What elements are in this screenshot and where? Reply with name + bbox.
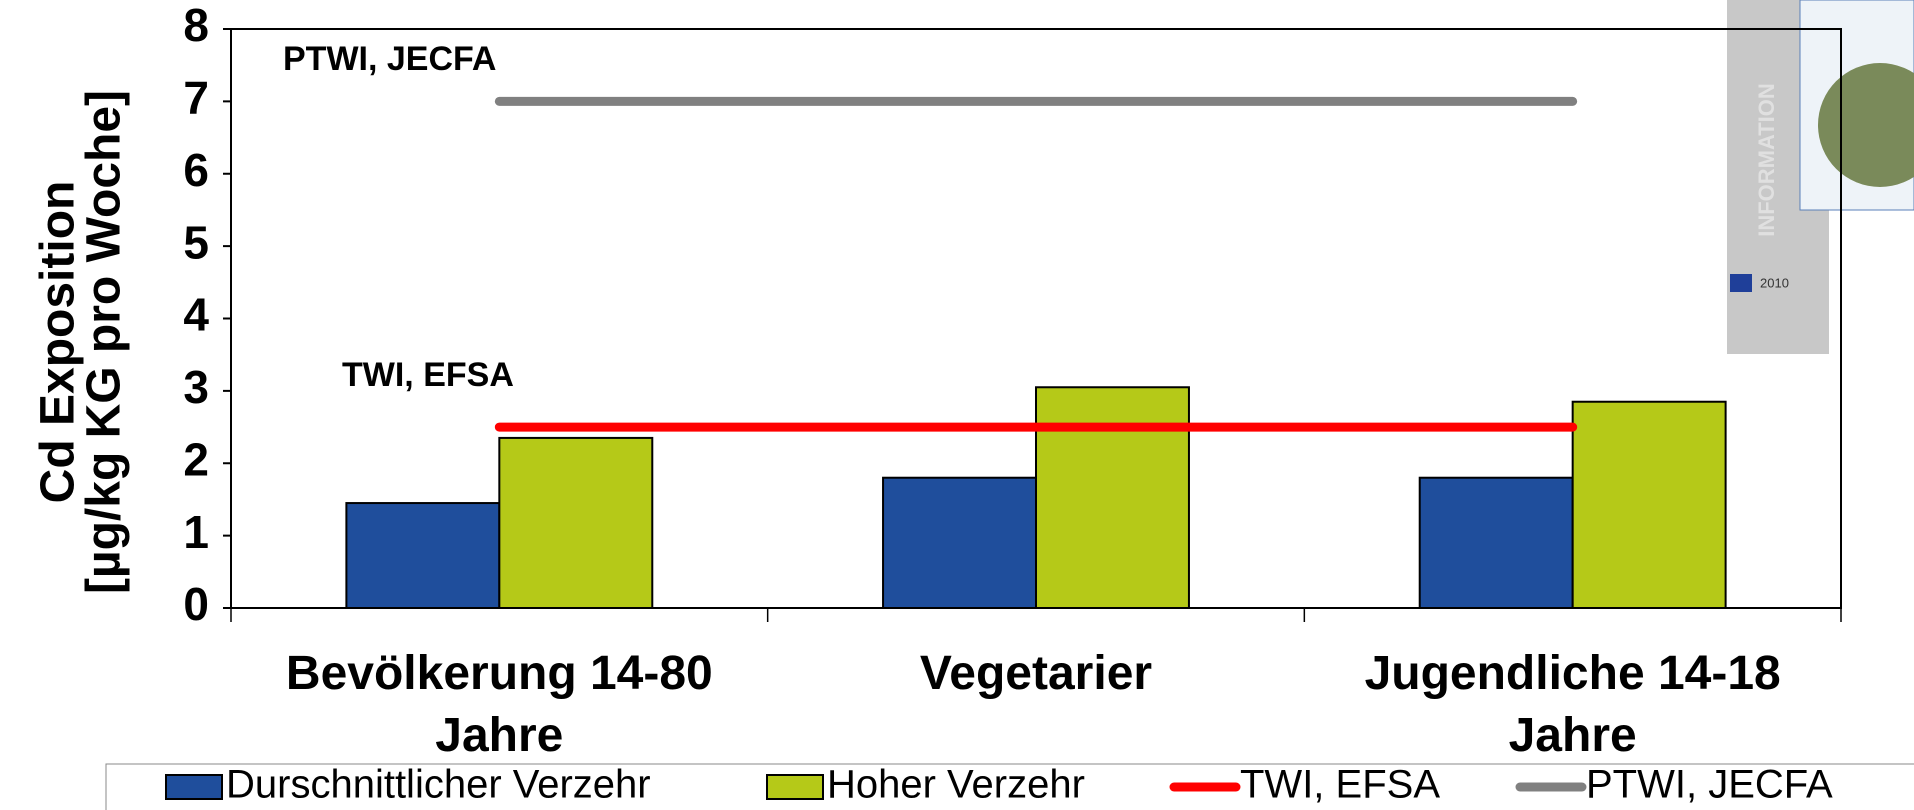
inset-year: 2010 bbox=[1760, 275, 1789, 290]
y-tick-label: 3 bbox=[183, 361, 209, 413]
annotation: PTWI, JECFA bbox=[283, 40, 496, 78]
y-tick-label: 4 bbox=[183, 289, 209, 341]
legend-swatch bbox=[767, 775, 823, 799]
bar bbox=[1573, 402, 1726, 608]
bar bbox=[346, 503, 499, 608]
legend-label: TWI, EFSA bbox=[1240, 763, 1440, 807]
x-tick-label: Vegetarier bbox=[776, 643, 1296, 705]
bar bbox=[1036, 387, 1189, 608]
legend-label: Hoher Verzehr bbox=[827, 763, 1085, 807]
legend-label: Durschnittlicher Verzehr bbox=[226, 763, 651, 807]
legend-label: PTWI, JECFA bbox=[1586, 763, 1833, 807]
inset-side-text: INFORMATION bbox=[1754, 83, 1779, 237]
bar bbox=[499, 438, 652, 608]
x-tick-label: Jugendliche 14-18 Jahre bbox=[1313, 643, 1833, 767]
legend-swatch bbox=[166, 775, 222, 799]
y-axis-title: Cd Exposition [µg/kg KG pro Woche] bbox=[32, 90, 131, 594]
y-tick-label: 6 bbox=[183, 144, 209, 196]
y-tick-label: 1 bbox=[183, 506, 209, 558]
y-tick-label: 8 bbox=[183, 0, 209, 51]
inset-side: INFORMATION bbox=[1754, 83, 1779, 237]
inset-flag bbox=[1730, 274, 1752, 292]
y-tick-label: 7 bbox=[183, 72, 209, 124]
bar bbox=[883, 478, 1036, 608]
page: Cd Exposition [µg/kg KG pro Woche] INFOR… bbox=[0, 0, 1914, 810]
bar bbox=[1420, 478, 1573, 608]
y-tick-label: 2 bbox=[183, 433, 209, 485]
x-tick-label: Bevölkerung 14-80 Jahre bbox=[239, 643, 759, 767]
y-tick-label: 0 bbox=[183, 578, 209, 630]
y-axis-title-line: [µg/kg KG pro Woche] bbox=[78, 90, 131, 594]
y-tick-label: 5 bbox=[183, 216, 209, 268]
annotation: TWI, EFSA bbox=[342, 356, 514, 394]
